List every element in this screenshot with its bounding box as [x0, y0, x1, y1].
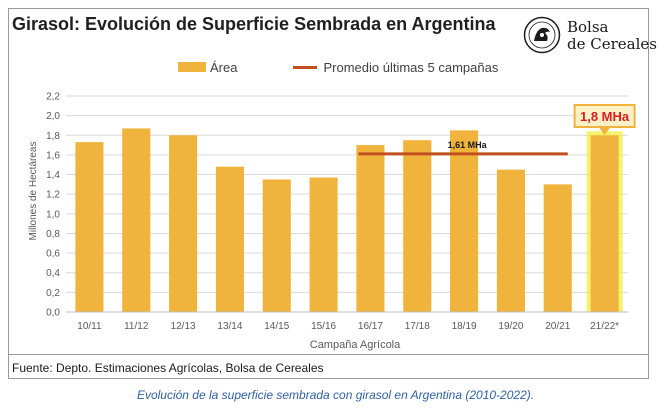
bolsa-de-cereales-logo: Bolsa de Cereales — [523, 14, 657, 60]
bar — [496, 169, 525, 312]
bar — [122, 128, 151, 312]
y-tick-label: 2,0 — [46, 111, 60, 122]
y-tick-label: 1,4 — [46, 170, 60, 181]
x-tick-label: 15/16 — [311, 321, 336, 332]
y-tick-label: 1,0 — [46, 209, 60, 220]
y-tick-label: 1,6 — [46, 150, 60, 161]
x-tick-label: 14/15 — [264, 321, 289, 332]
logo-text-line1: Bolsa — [567, 18, 609, 36]
chart-title: Girasol: Evolución de Superficie Sembrad… — [12, 14, 496, 34]
x-tick-label: 18/19 — [452, 321, 477, 332]
seal-icon — [523, 16, 561, 54]
bar — [590, 135, 619, 312]
callout-pointer — [598, 127, 611, 135]
bar — [262, 179, 291, 312]
y-tick-label: 2,2 — [46, 92, 60, 103]
bar — [543, 184, 572, 312]
bar — [450, 130, 479, 312]
bar — [356, 145, 385, 312]
x-tick-label: 12/13 — [171, 321, 196, 332]
x-tick-label: 21/22* — [590, 321, 619, 332]
bar — [215, 166, 244, 312]
bar — [169, 135, 198, 312]
y-tick-label: 0,2 — [46, 288, 60, 299]
y-tick-label: 0,6 — [46, 249, 60, 260]
legend-label-average: Promedio últimas 5 campañas — [323, 59, 499, 75]
legend-swatch-average — [293, 65, 318, 69]
bars: 1,8 MHa — [75, 104, 636, 312]
y-tick-label: 1,8 — [46, 131, 60, 142]
bar — [75, 142, 104, 312]
x-tick-label: 10/11 — [77, 321, 102, 332]
y-tick-label: 1,2 — [46, 190, 60, 201]
figure-caption: Evolución de la superficie sembrada con … — [136, 388, 535, 402]
source-note: Fuente: Depto. Estimaciones Agrícolas, B… — [12, 361, 324, 375]
axes: 0,0 0,2 0,4 0,6 0,8 1,0 1,2 1,4 1,6 1,8 2,0 2,2 10/1… — [46, 92, 628, 332]
y-tick-label: 0,8 — [46, 229, 60, 240]
average-line-label: 1,61 MHa — [448, 140, 488, 150]
callout-label: 1,8 MHa — [580, 109, 630, 124]
x-tick-label: 11/12 — [124, 321, 149, 332]
bar — [309, 177, 338, 312]
logo-text-line2: de Cereales — [567, 35, 657, 53]
chart-legend: Área Promedio últimas 5 campañas — [178, 58, 498, 76]
x-tick-label: 13/14 — [217, 321, 242, 332]
x-tick-label: 16/17 — [358, 321, 383, 332]
bar — [403, 140, 432, 312]
x-tick-label: 19/20 — [498, 321, 523, 332]
legend-label-area: Área — [210, 59, 238, 75]
x-tick-label: 20/21 — [545, 321, 570, 332]
average-line-group: 1,61 MHa — [358, 140, 568, 156]
y-axis-title: Millones de Hectáreas — [28, 142, 39, 241]
legend-swatch-area — [178, 62, 206, 72]
footer-divider — [9, 354, 648, 355]
x-axis-title: Campaña Agrícola — [310, 339, 401, 351]
y-tick-label: 0,0 — [46, 308, 60, 319]
y-tick-label: 0,4 — [46, 268, 60, 279]
x-tick-label: 17/18 — [405, 321, 430, 332]
